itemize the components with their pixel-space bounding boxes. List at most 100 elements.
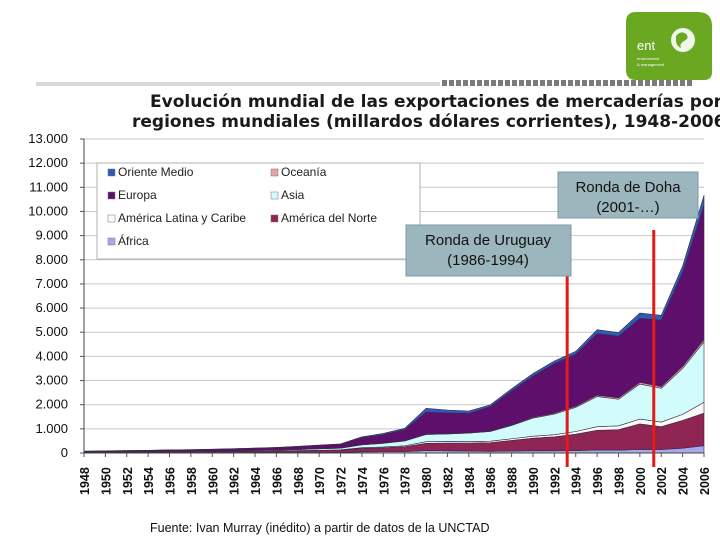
header-square xyxy=(519,80,524,86)
x-tick-label: 1972 xyxy=(335,467,349,495)
x-tick-label: 2004 xyxy=(677,467,691,495)
header-square xyxy=(456,80,461,86)
round-markers xyxy=(565,230,656,467)
x-tick-label: 2002 xyxy=(655,467,669,495)
header-square xyxy=(638,80,643,86)
x-tick-label: 1966 xyxy=(270,467,284,495)
legend-box xyxy=(96,162,421,260)
legend-swatch xyxy=(107,237,116,246)
x-tick-label: 1968 xyxy=(292,467,306,495)
legend-label: Oceanía xyxy=(281,165,327,179)
header-square xyxy=(554,80,559,86)
legend-label: Oriente Medio xyxy=(118,165,194,179)
header-square xyxy=(575,80,580,86)
header-square xyxy=(547,80,552,86)
header-square xyxy=(624,80,629,86)
legend-swatch xyxy=(107,168,116,177)
x-tick-label: 1956 xyxy=(164,467,178,495)
header-square xyxy=(484,80,489,86)
header-square xyxy=(540,80,545,86)
y-tick-label: 9.000 xyxy=(35,228,68,243)
header-square xyxy=(603,80,608,86)
header-square xyxy=(589,80,594,86)
logo-text: ent xyxy=(637,38,655,53)
y-tick-label: 6.000 xyxy=(35,300,68,315)
header-square xyxy=(505,80,510,86)
legend-swatch xyxy=(107,214,116,223)
source-note: Fuente: Ivan Murray (inédito) a partir d… xyxy=(150,521,490,535)
header-square xyxy=(631,80,636,86)
x-tick-label: 1990 xyxy=(527,467,541,495)
legend: Oriente Medio Oceanía Europa Asia América La… xyxy=(96,162,421,260)
y-tick-label: 2.000 xyxy=(35,397,68,412)
header-square xyxy=(680,80,685,86)
doha-box xyxy=(557,171,699,219)
legend-label: América Latina y Caribe xyxy=(118,211,246,225)
x-tick-label: 1952 xyxy=(121,467,135,495)
x-axis-ticks: 1948 1950 1952 1954 1956 1958 1960 1962 1964 1966… xyxy=(78,453,712,495)
legend-swatch xyxy=(270,214,279,223)
annotations: Ronda de Uruguay (1986-1994) Ronda de Doha… xyxy=(405,171,699,277)
uruguay-label: Ronda de Uruguay xyxy=(425,232,551,249)
logo-sub2: & management xyxy=(637,62,665,67)
x-tick-label: 1964 xyxy=(249,467,263,495)
header-square xyxy=(512,80,517,86)
globe-land-icon xyxy=(676,32,688,48)
legend-swatch xyxy=(270,168,279,177)
header-rule-line xyxy=(36,82,440,86)
header-square xyxy=(561,80,566,86)
x-tick-label: 1962 xyxy=(228,467,242,495)
header-square xyxy=(645,80,650,86)
legend-label: África xyxy=(118,233,149,248)
header-square xyxy=(477,80,482,86)
logo: ent environment & management xyxy=(626,12,712,80)
header-square xyxy=(442,80,447,86)
chart-title-line-1: Evolución mundial de las exportaciones d… xyxy=(150,92,720,112)
legend-swatch xyxy=(107,191,116,200)
header-square xyxy=(449,80,454,86)
x-tick-label: 1996 xyxy=(591,467,605,495)
header-square xyxy=(659,80,664,86)
uruguay-box xyxy=(405,224,572,277)
y-tick-label: 12.000 xyxy=(28,155,68,170)
x-tick-label: 1974 xyxy=(356,467,370,495)
legend-label: Asia xyxy=(281,188,305,202)
x-tick-label: 1950 xyxy=(99,467,113,495)
x-tick-label: 1958 xyxy=(185,467,199,495)
y-tick-label: 13.000 xyxy=(28,131,68,146)
legend-label: América del Norte xyxy=(281,211,377,225)
doha-label: (2001-…) xyxy=(596,199,659,216)
x-tick-label: 1970 xyxy=(313,467,327,495)
header-square xyxy=(491,80,496,86)
x-tick-label: 1992 xyxy=(548,467,562,495)
x-tick-label: 1978 xyxy=(399,467,413,495)
uruguay-label: (1986-1994) xyxy=(447,252,529,269)
header-rule xyxy=(36,80,692,86)
header-rule-squares xyxy=(442,80,692,86)
x-tick-label: 1980 xyxy=(420,467,434,495)
header-square xyxy=(498,80,503,86)
y-tick-label: 4.000 xyxy=(35,348,68,363)
header-square xyxy=(610,80,615,86)
x-tick-label: 1994 xyxy=(570,467,584,495)
logo-badge xyxy=(626,12,712,80)
logo-sub1: environment xyxy=(637,56,660,61)
y-tick-label: 0 xyxy=(61,445,68,460)
header-square xyxy=(617,80,622,86)
y-tick-label: 10.000 xyxy=(28,203,68,218)
y-tick-label: 8.000 xyxy=(35,252,68,267)
legend-swatch xyxy=(270,191,279,200)
area-oriente-medio xyxy=(83,194,705,452)
header-square xyxy=(526,80,531,86)
chart-title-line-2: regiones mundiales (millardos dólares co… xyxy=(132,112,720,132)
y-tick-label: 11.000 xyxy=(29,179,68,194)
y-tick-label: 7.000 xyxy=(35,276,68,291)
header-square xyxy=(666,80,671,86)
x-tick-label: 1998 xyxy=(612,467,626,495)
x-tick-label: 1982 xyxy=(441,467,455,495)
x-tick-label: 1976 xyxy=(377,467,391,495)
y-axis-ticks: 0 1.000 2.000 3.000 4.000 5.000 6.000 7.000 8.00… xyxy=(28,131,84,460)
header-square xyxy=(673,80,678,86)
legend-label: Europa xyxy=(118,188,157,202)
